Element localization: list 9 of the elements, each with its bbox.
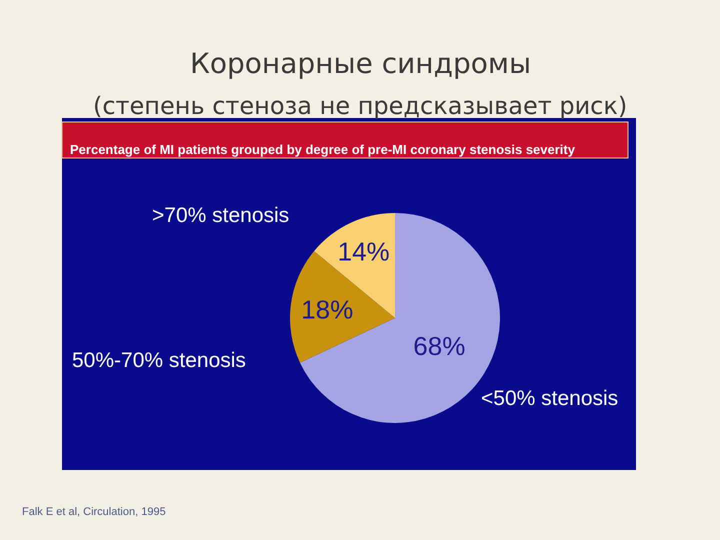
data-label: 68%	[413, 331, 466, 362]
slice-label: 50%-70% stenosis	[72, 349, 246, 372]
slice-label: >70% stenosis	[152, 204, 290, 227]
chart-subtitle: Percentage of MI patients grouped by degree of pre-MI coronary stenosis severity	[70, 142, 576, 157]
data-label: 14%	[338, 236, 390, 266]
data-label: 18%	[301, 294, 354, 324]
slice-label: <50% stenosis	[481, 387, 618, 410]
chart-title: Коронарные синдромы (степень стеноза не предсказывает риск)	[93, 47, 628, 120]
text: Falk E et al, Circulation, 1995	[22, 506, 166, 518]
